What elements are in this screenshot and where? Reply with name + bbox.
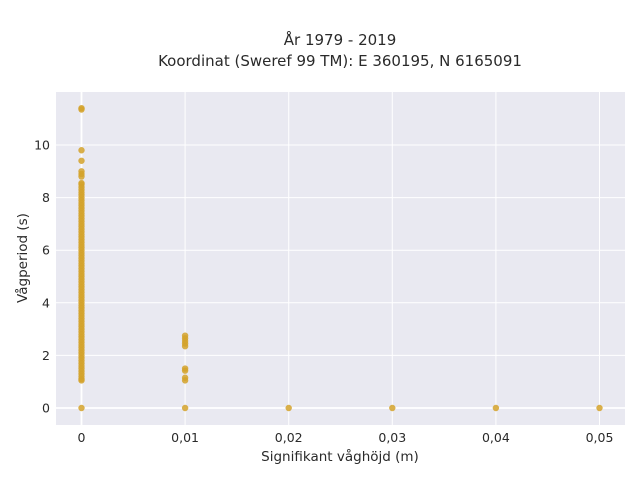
- y-tick-label: 2: [42, 348, 50, 363]
- data-point: [596, 404, 603, 412]
- x-tick-label: 0,05: [586, 430, 614, 445]
- data-point: [181, 377, 189, 384]
- data-point: [78, 147, 85, 154]
- x-tick-label: 0,04: [482, 430, 510, 445]
- data-point: [389, 404, 396, 412]
- data-points: [78, 104, 603, 412]
- chart-title-line-1: År 1979 - 2019: [284, 30, 397, 49]
- y-axis-label: Vågperiod (s): [14, 213, 31, 303]
- y-tick-label: 6: [42, 243, 50, 258]
- data-point: [181, 404, 189, 412]
- y-tick-label: 0: [42, 401, 50, 416]
- tick-labels: 0 0,01 0,02 0,03 0,04 0,05 0 2 4 6 8 10: [34, 138, 613, 446]
- x-axis-label: Signifikant våghöjd (m): [261, 448, 419, 465]
- chart-title-line-2: Koordinat (Sweref 99 TM): E 360195, N 61…: [158, 52, 522, 70]
- plot-area: [56, 92, 625, 425]
- data-point: [78, 106, 85, 113]
- x-tick-label: 0,01: [171, 430, 199, 445]
- x-tick-label: 0,02: [275, 430, 303, 445]
- x-tick-label: 0: [78, 430, 86, 445]
- data-point: [78, 377, 85, 384]
- x-tick-label: 0,03: [378, 430, 406, 445]
- data-point: [181, 367, 189, 374]
- y-tick-label: 8: [42, 190, 50, 205]
- data-point: [78, 173, 85, 180]
- data-point: [492, 404, 500, 412]
- y-tick-label: 4: [42, 295, 50, 310]
- data-point: [78, 404, 85, 412]
- y-tick-label: 10: [34, 138, 50, 153]
- data-point: [78, 157, 85, 164]
- data-point: [285, 404, 292, 412]
- data-point: [181, 342, 189, 350]
